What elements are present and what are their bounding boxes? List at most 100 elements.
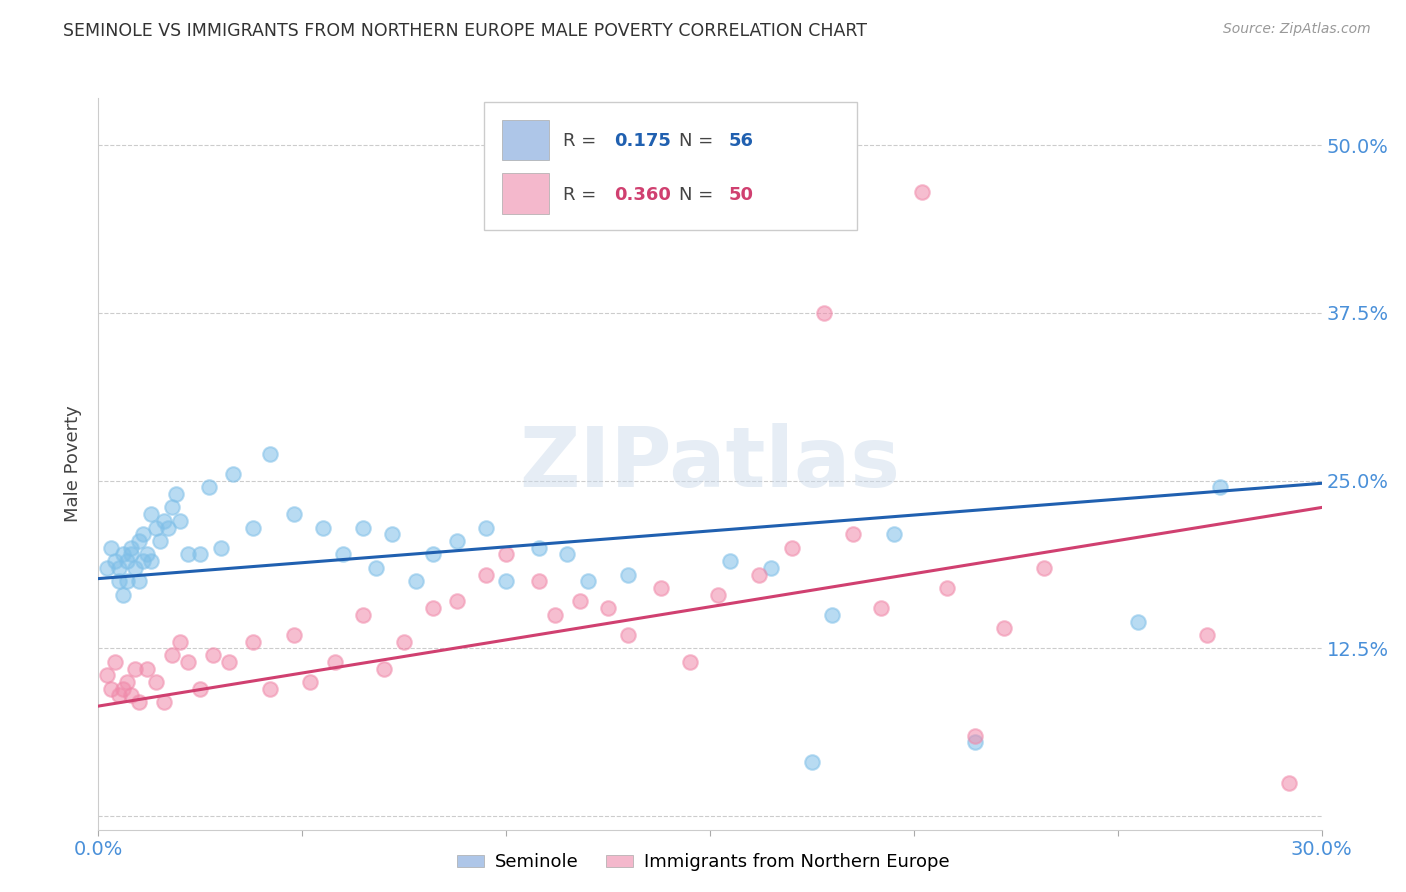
Point	[136, 661, 159, 675]
Point	[323, 655, 346, 669]
Point	[111, 548, 134, 562]
Point	[104, 655, 127, 669]
Point	[128, 695, 150, 709]
Point	[332, 548, 354, 562]
Point	[141, 507, 163, 521]
Point	[352, 607, 374, 622]
Point	[283, 628, 305, 642]
Text: N =: N =	[679, 186, 720, 203]
Point	[1278, 775, 1301, 789]
Point	[165, 487, 187, 501]
Text: 0.175: 0.175	[614, 131, 672, 150]
Text: N =: N =	[679, 131, 720, 150]
Point	[124, 561, 146, 575]
Point	[446, 594, 468, 608]
Point	[108, 574, 131, 589]
Text: R =: R =	[564, 131, 602, 150]
Point	[679, 655, 702, 669]
Point	[242, 634, 264, 648]
Point	[283, 507, 305, 521]
Legend: Seminole, Immigrants from Northern Europe: Seminole, Immigrants from Northern Europ…	[450, 847, 956, 879]
Point	[352, 520, 374, 534]
Text: 50: 50	[728, 186, 754, 203]
Point	[108, 689, 131, 703]
Point	[177, 548, 200, 562]
Point	[1128, 615, 1150, 629]
Point	[160, 500, 183, 515]
Point	[111, 588, 134, 602]
Point	[617, 567, 640, 582]
Point	[124, 661, 146, 675]
Point	[128, 574, 150, 589]
Point	[748, 567, 770, 582]
Point	[218, 655, 240, 669]
Point	[576, 574, 599, 589]
Point	[156, 520, 179, 534]
Point	[761, 561, 783, 575]
Point	[813, 306, 835, 320]
Point	[780, 541, 803, 555]
Point	[544, 607, 567, 622]
Point	[115, 674, 138, 689]
Point	[188, 548, 212, 562]
Text: R =: R =	[564, 186, 602, 203]
Point	[381, 527, 404, 541]
Point	[160, 648, 183, 662]
Point	[527, 541, 550, 555]
Point	[222, 467, 245, 481]
Text: Source: ZipAtlas.com: Source: ZipAtlas.com	[1223, 22, 1371, 37]
Point	[242, 520, 264, 534]
Point	[474, 567, 498, 582]
Point	[120, 689, 142, 703]
Point	[132, 554, 155, 568]
Point	[568, 594, 591, 608]
Point	[201, 648, 224, 662]
Point	[259, 447, 281, 461]
Point	[1209, 480, 1232, 494]
Text: 0.360: 0.360	[614, 186, 672, 203]
Point	[821, 607, 844, 622]
Point	[100, 541, 122, 555]
Point	[104, 554, 127, 568]
Point	[392, 634, 416, 648]
Point	[527, 574, 550, 589]
Point	[108, 561, 131, 575]
Point	[188, 681, 212, 696]
Text: 56: 56	[728, 131, 754, 150]
Point	[152, 695, 174, 709]
Point	[128, 534, 150, 549]
Point	[197, 480, 219, 494]
Y-axis label: Male Poverty: Male Poverty	[65, 406, 83, 522]
FancyBboxPatch shape	[484, 102, 856, 230]
FancyBboxPatch shape	[502, 120, 548, 161]
Point	[422, 601, 444, 615]
Point	[115, 574, 138, 589]
Point	[111, 681, 134, 696]
Point	[707, 588, 730, 602]
Point	[1197, 628, 1219, 642]
Point	[132, 527, 155, 541]
Point	[373, 661, 395, 675]
Point	[169, 514, 191, 528]
Point	[120, 548, 142, 562]
Point	[993, 621, 1015, 635]
Point	[96, 668, 118, 682]
Point	[650, 581, 672, 595]
Point	[422, 548, 444, 562]
Text: SEMINOLE VS IMMIGRANTS FROM NORTHERN EUROPE MALE POVERTY CORRELATION CHART: SEMINOLE VS IMMIGRANTS FROM NORTHERN EUR…	[63, 22, 868, 40]
Point	[911, 185, 934, 199]
Point	[177, 655, 200, 669]
FancyBboxPatch shape	[502, 173, 548, 214]
Point	[495, 574, 517, 589]
Point	[100, 681, 122, 696]
Point	[841, 527, 863, 541]
Point	[145, 674, 167, 689]
Point	[169, 634, 191, 648]
Point	[259, 681, 281, 696]
Point	[495, 548, 517, 562]
Point	[364, 561, 387, 575]
Point	[405, 574, 427, 589]
Point	[446, 534, 468, 549]
Point	[870, 601, 893, 615]
Point	[149, 534, 172, 549]
